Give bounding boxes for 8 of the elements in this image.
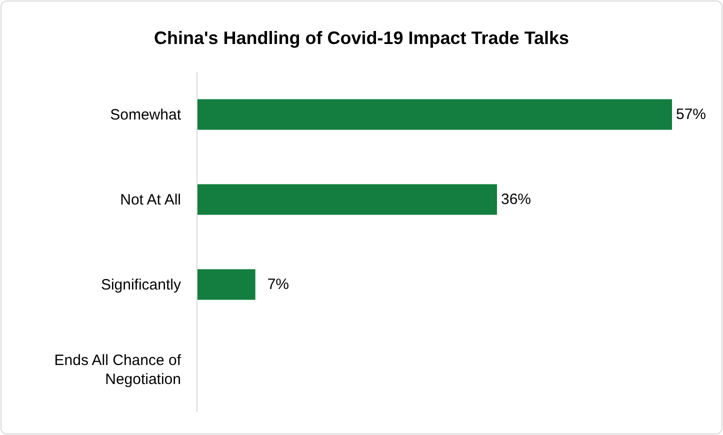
chart-title: China's Handling of Covid-19 Impact Trade Talks bbox=[154, 28, 570, 48]
y-tick-label: Somewhat bbox=[110, 106, 182, 123]
data-label: 36% bbox=[501, 191, 532, 208]
y-tick-label: Significantly bbox=[100, 276, 182, 293]
data-label: 57% bbox=[676, 106, 706, 123]
data-label: 7% bbox=[267, 276, 290, 293]
y-tick-label: Not At All bbox=[120, 191, 181, 208]
y-tick-label: Ends All Chance of Negotiation bbox=[54, 352, 182, 388]
